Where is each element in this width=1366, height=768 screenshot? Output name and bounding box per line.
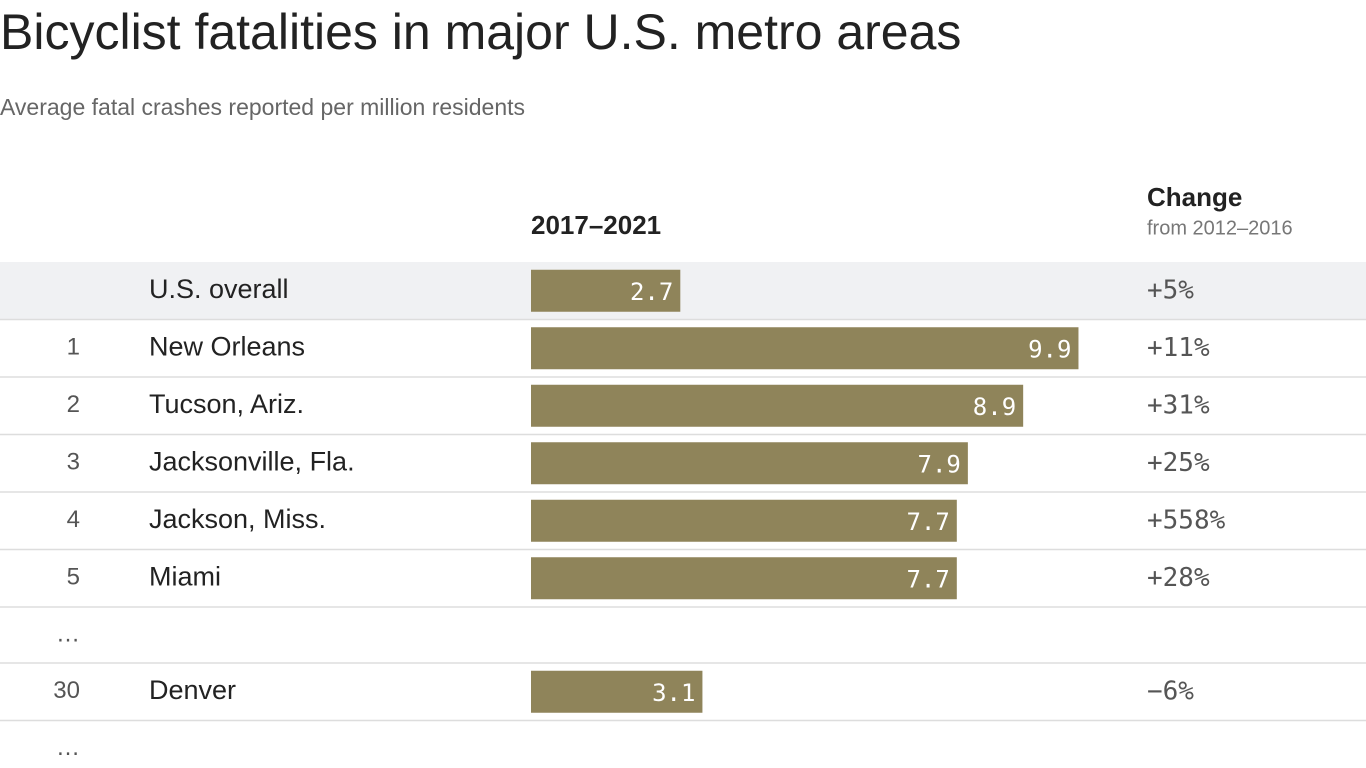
- bar: [531, 269, 681, 312]
- bar: [531, 384, 1024, 427]
- bar: [531, 327, 1079, 370]
- chart-subtitle: Average fatal crashes reported per milli…: [0, 94, 525, 120]
- change-label: +28%: [1147, 563, 1210, 593]
- value-label: 8.9: [973, 393, 1016, 421]
- value-label: 2.7: [630, 278, 673, 306]
- value-label: 7.7: [906, 508, 949, 536]
- change-label: +5%: [1147, 275, 1194, 305]
- bar: [531, 557, 957, 600]
- bar: [531, 442, 968, 485]
- row-name: Jackson, Miss.: [149, 504, 326, 534]
- value-label: 7.9: [918, 450, 961, 478]
- value-label: 3.1: [652, 679, 695, 707]
- bar: [531, 499, 957, 542]
- rank: 2: [67, 391, 80, 418]
- value-label: 7.7: [906, 565, 949, 593]
- bar: [531, 670, 703, 713]
- row-name: Jacksonville, Fla.: [149, 446, 355, 476]
- column-header: 2017–2021: [531, 210, 661, 240]
- row-name: U.S. overall: [149, 274, 289, 304]
- rank: …: [56, 734, 80, 761]
- row-name: Tucson, Ariz.: [149, 389, 304, 419]
- change-label: −6%: [1147, 676, 1194, 706]
- column-header: Change: [1147, 182, 1242, 212]
- change-label: +31%: [1147, 390, 1210, 420]
- rank: 3: [67, 449, 80, 476]
- row-highlight: [0, 262, 1366, 320]
- rank: 5: [67, 564, 80, 591]
- change-label: +25%: [1147, 448, 1210, 478]
- column-subheader: from 2012–2016: [1147, 217, 1293, 239]
- row-name: New Orleans: [149, 331, 305, 361]
- row-name: Denver: [149, 675, 236, 705]
- rank: 1: [67, 334, 80, 361]
- change-label: +11%: [1147, 333, 1210, 363]
- value-label: 9.9: [1028, 335, 1071, 363]
- row-name: Miami: [149, 561, 221, 591]
- rank: 4: [67, 506, 80, 533]
- chart-title: Bicyclist fatalities in major U.S. metro…: [0, 4, 961, 60]
- rank: 30: [53, 677, 80, 704]
- rank: …: [56, 620, 80, 647]
- change-label: +558%: [1147, 505, 1226, 535]
